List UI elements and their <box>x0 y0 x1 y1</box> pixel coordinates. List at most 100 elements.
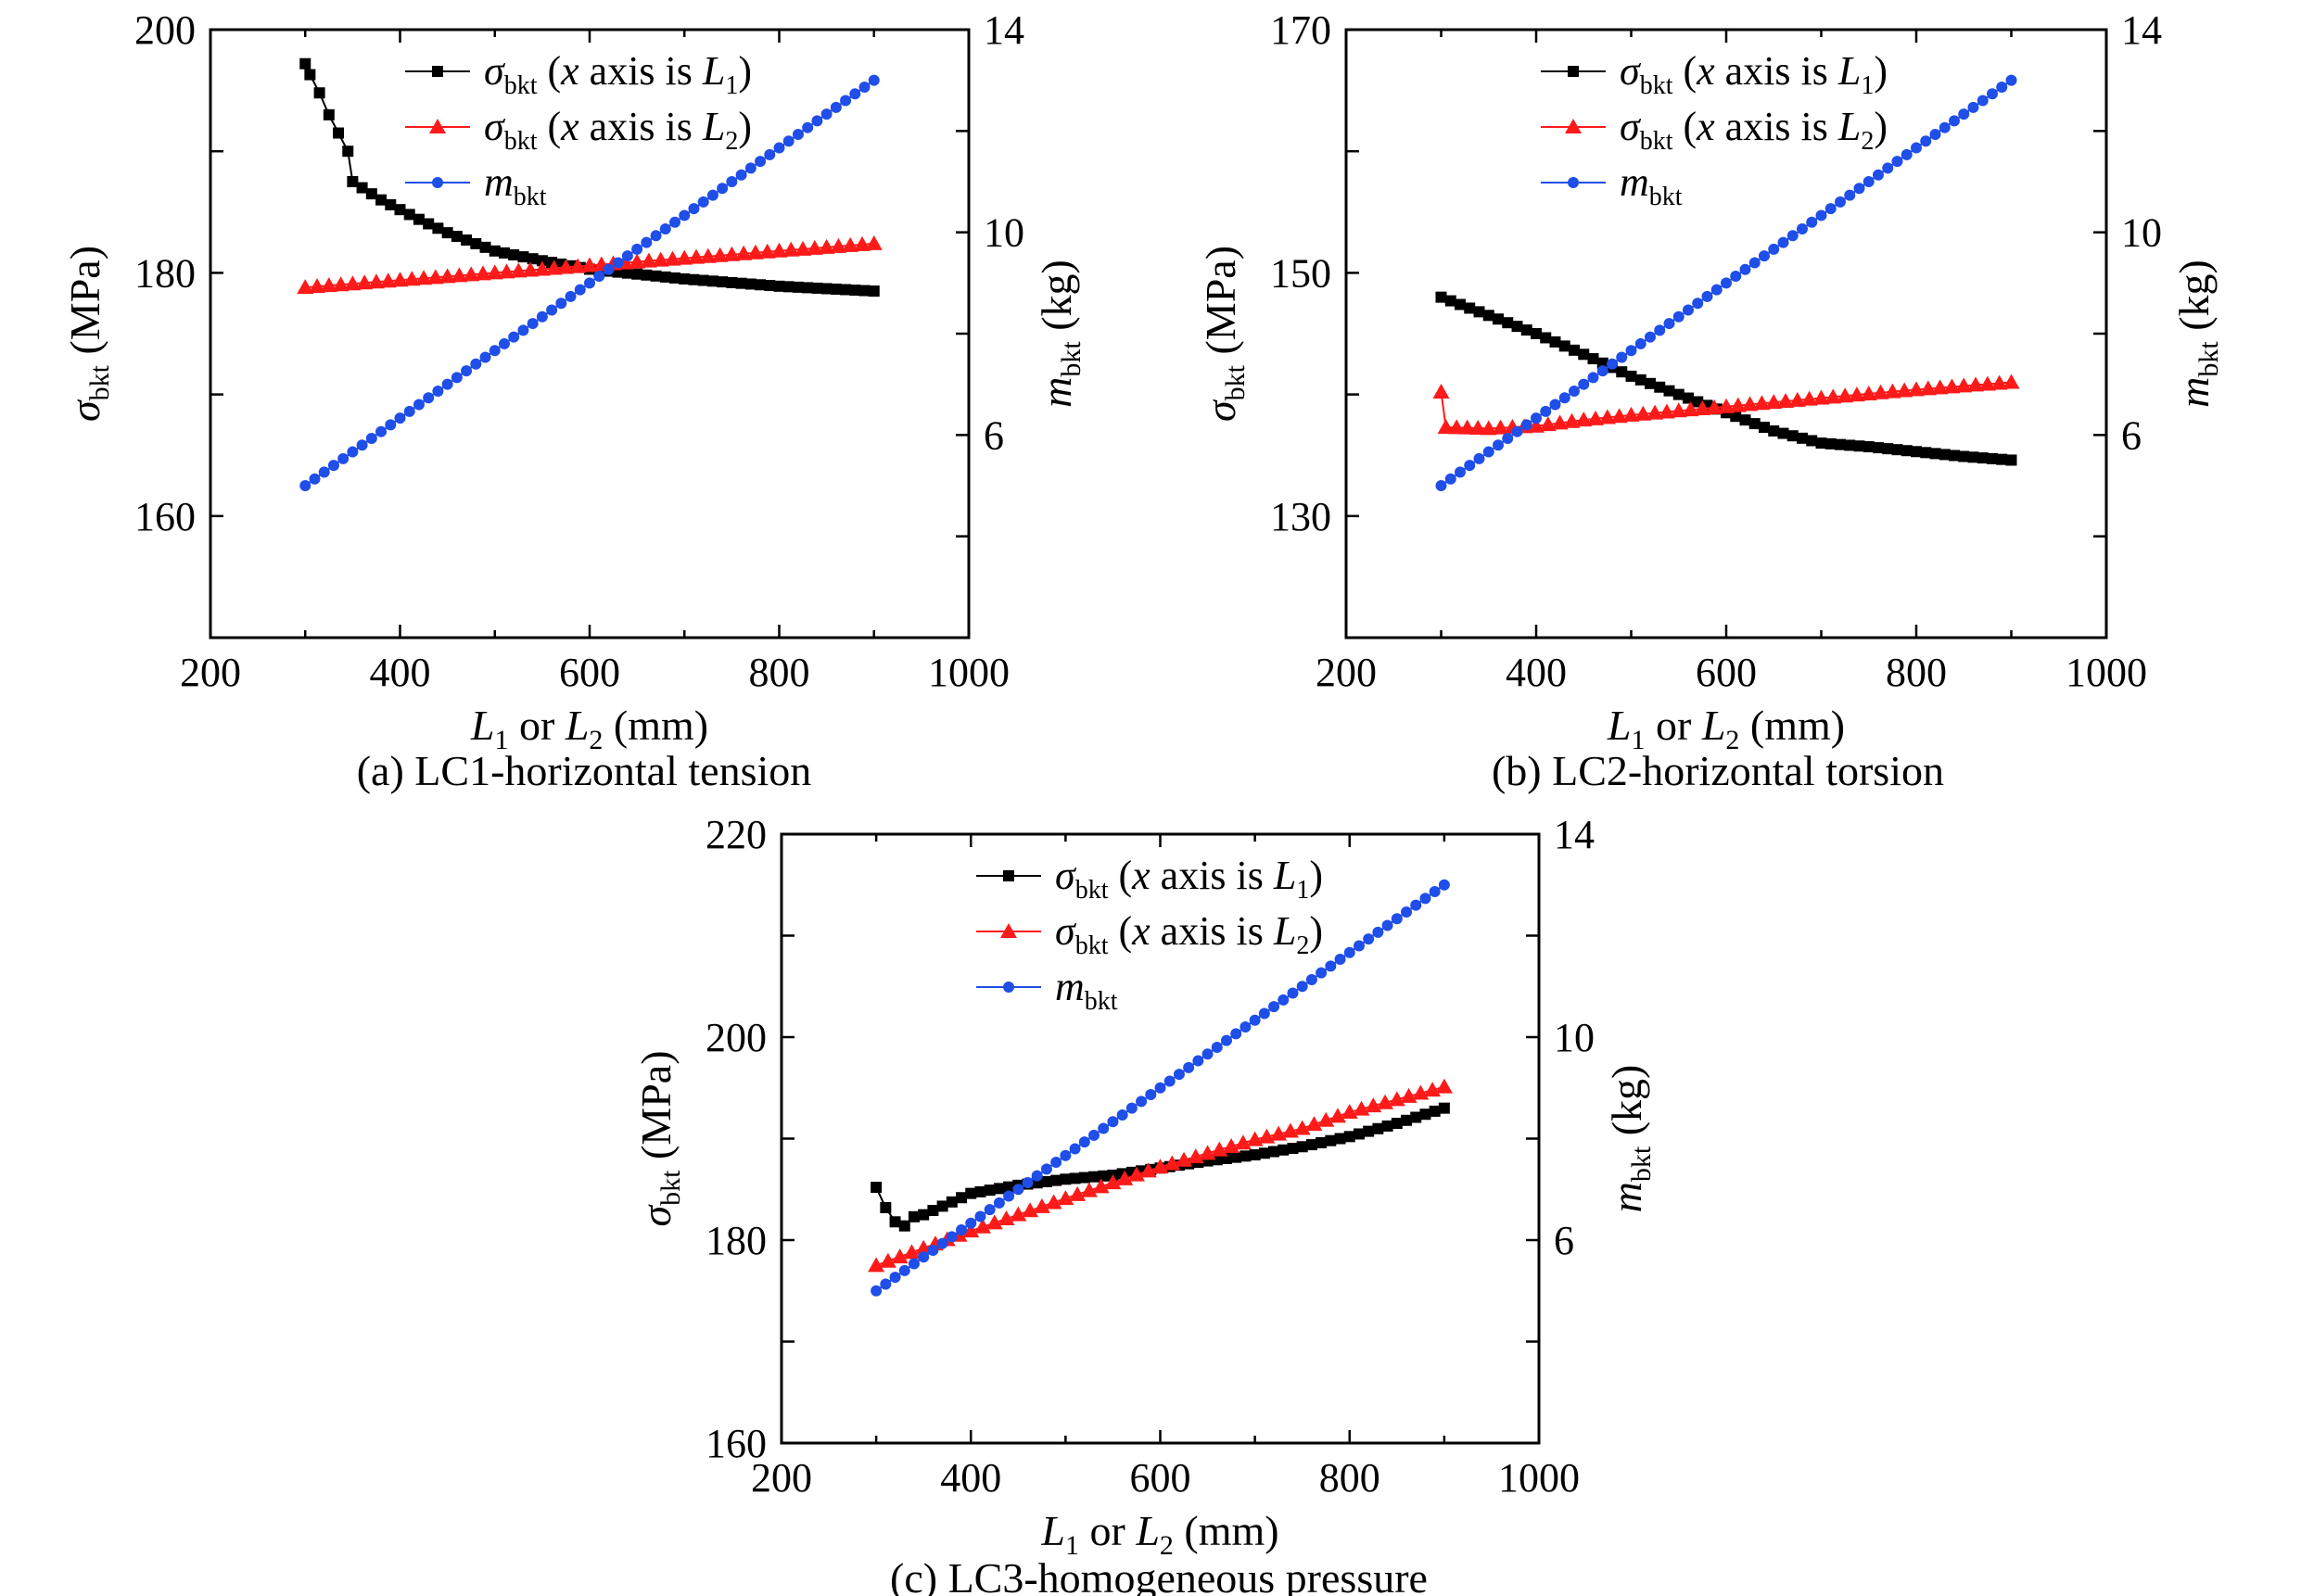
data-point <box>365 188 377 200</box>
data-point <box>755 156 767 168</box>
data-point <box>1325 1134 1337 1146</box>
data-point <box>536 310 548 323</box>
legend-item-2: σbkt (x axis is L2) <box>1541 104 1888 156</box>
data-point <box>508 331 520 343</box>
data-point <box>868 285 880 298</box>
data-point <box>1670 402 1687 418</box>
data-point <box>1835 438 1846 450</box>
data-point <box>820 283 833 295</box>
data-point <box>1872 384 1889 399</box>
data-point <box>1759 422 1770 434</box>
data-point <box>1455 466 1466 478</box>
data-point <box>1645 331 1656 343</box>
data-point <box>764 280 776 292</box>
data-point <box>1663 385 1675 397</box>
data-point <box>508 248 520 260</box>
data-point <box>1173 1069 1185 1081</box>
data-point <box>1929 448 1941 460</box>
data-point <box>1943 378 1961 394</box>
data-point <box>379 272 397 288</box>
data-point <box>723 246 741 261</box>
data-point <box>356 182 368 194</box>
data-point <box>1088 1129 1100 1141</box>
data-point <box>927 1244 939 1256</box>
data-point <box>1844 439 1856 451</box>
series-2 <box>1432 374 2020 436</box>
legend-marker <box>432 177 443 188</box>
data-point <box>697 196 709 208</box>
data-point <box>1268 1001 1280 1013</box>
data-point <box>1192 1055 1204 1067</box>
data-point <box>735 169 747 181</box>
data-point <box>1353 1128 1365 1140</box>
data-point <box>782 135 795 147</box>
data-point <box>327 460 339 472</box>
data-point <box>1363 933 1375 945</box>
series-line <box>304 63 874 293</box>
data-point <box>1730 411 1742 423</box>
data-point <box>1996 81 2008 93</box>
data-point <box>1587 372 1599 384</box>
data-point <box>1316 967 1328 979</box>
data-point <box>891 1248 909 1264</box>
data-point <box>746 244 764 260</box>
data-point <box>1154 1082 1166 1094</box>
legend-item-3: mbkt <box>405 159 547 211</box>
data-point <box>1939 449 1951 461</box>
data-point <box>679 209 691 222</box>
data-point <box>403 271 421 286</box>
legend-label: mbkt <box>484 159 547 211</box>
data-point <box>965 1187 977 1199</box>
data-point <box>974 1210 986 1222</box>
data-point <box>1901 445 1913 457</box>
data-point <box>1549 336 1561 348</box>
data-point <box>726 176 738 187</box>
data-point <box>347 446 359 458</box>
data-point <box>1448 419 1466 435</box>
data-point <box>432 222 444 234</box>
data-point <box>1531 328 1542 339</box>
data-point <box>498 263 515 279</box>
data-point <box>1317 1111 1335 1127</box>
data-point <box>375 425 388 437</box>
data-point <box>1873 169 1884 181</box>
data-point <box>664 250 681 266</box>
data-point <box>1701 290 1713 302</box>
data-point <box>699 247 717 263</box>
legend-label: σbkt (x axis is L1) <box>1620 48 1888 100</box>
data-point <box>423 392 435 404</box>
data-point <box>688 273 700 285</box>
x-tick-label: 400 <box>1506 650 1567 695</box>
legend-marker <box>1003 982 1014 993</box>
data-point <box>1837 387 1854 403</box>
data-point <box>1078 1136 1090 1148</box>
data-point <box>1860 385 1877 400</box>
data-point <box>413 399 425 411</box>
x-tick-label: 800 <box>749 650 810 695</box>
data-point <box>1502 432 1514 444</box>
y-right-axis-title: mbkt (kg) <box>1033 260 1087 408</box>
data-point <box>936 1237 948 1249</box>
data-point <box>676 249 693 265</box>
data-point <box>1435 480 1447 491</box>
data-point <box>474 265 491 281</box>
data-point <box>956 1192 968 1204</box>
data-point <box>1429 886 1441 898</box>
data-point <box>659 223 671 235</box>
legend-label: σbkt (x axis is L2) <box>1055 908 1323 960</box>
y-left-tick-label: 180 <box>706 1218 767 1263</box>
data-point <box>318 466 330 478</box>
data-point <box>1033 1197 1050 1213</box>
data-point <box>2002 374 2020 389</box>
data-point <box>868 74 880 86</box>
data-point <box>1050 1157 1062 1169</box>
data-point <box>1645 377 1656 389</box>
chart-caption: (c) LC3-homogeneous pressure <box>890 1554 1428 1596</box>
data-point <box>413 213 425 225</box>
data-point <box>984 1184 996 1197</box>
data-point <box>1098 1170 1110 1182</box>
data-point <box>1729 397 1747 412</box>
data-point <box>451 231 463 243</box>
legend-marker <box>1568 177 1579 188</box>
data-point <box>342 146 354 158</box>
